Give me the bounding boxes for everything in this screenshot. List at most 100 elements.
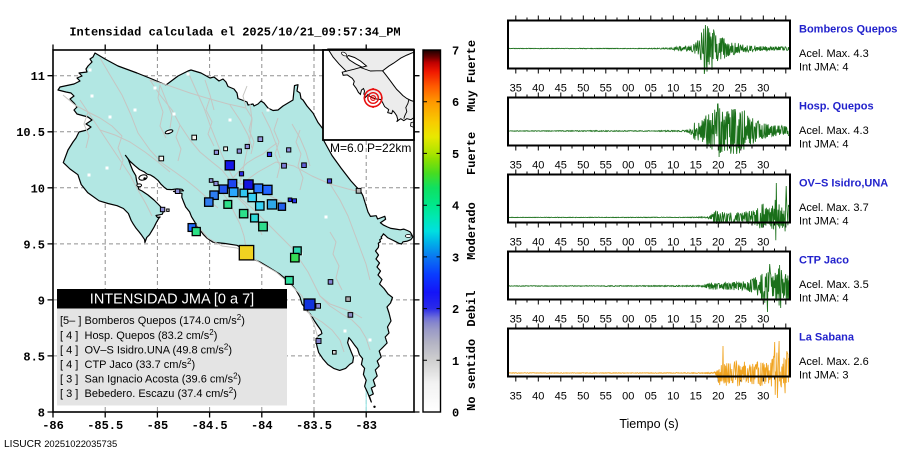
svg-text:9.5: 9.5 (23, 238, 45, 252)
svg-text:35: 35 (510, 391, 522, 403)
svg-text:9: 9 (38, 294, 45, 308)
svg-text:-83: -83 (355, 419, 377, 433)
svg-text:[ 3 ]: [ 3 ] (60, 373, 78, 385)
svg-text:Bebedero. Escazu (37.4 cm/s2): Bebedero. Escazu (37.4 cm/s2) (85, 386, 237, 400)
svg-text:05: 05 (645, 83, 657, 95)
svg-text:-84: -84 (251, 419, 273, 433)
svg-text:20: 20 (712, 83, 724, 95)
svg-text:00: 00 (622, 83, 634, 95)
svg-text:8.5: 8.5 (23, 350, 45, 364)
svg-text:Moderado: Moderado (465, 202, 479, 260)
svg-text:Acel. Max. 2.6: Acel. Max. 2.6 (799, 356, 869, 368)
svg-text:00: 00 (622, 391, 634, 403)
svg-text:40: 40 (532, 391, 544, 403)
svg-text:[ 4 ]: [ 4 ] (60, 330, 78, 342)
svg-text:10: 10 (667, 83, 679, 95)
svg-text:San Ignacio Acosta (39.6 cm/s2: San Ignacio Acosta (39.6 cm/s2) (85, 371, 242, 385)
svg-text:10: 10 (667, 160, 679, 172)
svg-text:10: 10 (667, 237, 679, 249)
svg-text:Bomberos Quepos: Bomberos Quepos (799, 24, 897, 36)
svg-text:OV–S Isidro.UNA (49.8 cm/s2): OV–S Isidro.UNA (49.8 cm/s2) (85, 342, 233, 356)
svg-text:3: 3 (452, 251, 459, 265)
svg-text:30: 30 (757, 83, 769, 95)
svg-text:40: 40 (532, 160, 544, 172)
svg-text:Bomberos Quepos (174.0 cm/s2): Bomberos Quepos (174.0 cm/s2) (85, 313, 245, 327)
svg-text:05: 05 (645, 160, 657, 172)
svg-text:30: 30 (757, 314, 769, 326)
svg-text:20: 20 (712, 160, 724, 172)
svg-text:35: 35 (510, 237, 522, 249)
svg-text:50: 50 (577, 83, 589, 95)
svg-text:05: 05 (645, 314, 657, 326)
svg-text:Tiempo (s): Tiempo (s) (619, 417, 678, 431)
svg-text:45: 45 (555, 83, 567, 95)
svg-text:Hosp. Quepos: Hosp. Quepos (799, 101, 874, 113)
svg-text:LISUCR 20251022035735: LISUCR 20251022035735 (4, 438, 117, 450)
svg-text:6: 6 (452, 96, 459, 110)
svg-text:8: 8 (38, 407, 45, 421)
svg-text:20: 20 (712, 237, 724, 249)
svg-text:20: 20 (712, 391, 724, 403)
svg-text:INTENSIDAD JMA [0 a 7]: INTENSIDAD JMA [0 a 7] (90, 292, 254, 308)
svg-text:Intensidad calculada el 2025/1: Intensidad calculada el 2025/10/21_09:57… (69, 26, 400, 40)
svg-text:30: 30 (757, 160, 769, 172)
svg-text:30: 30 (757, 237, 769, 249)
svg-text:50: 50 (577, 391, 589, 403)
svg-text:-86: -86 (42, 419, 64, 433)
svg-text:40: 40 (532, 237, 544, 249)
svg-text:05: 05 (645, 391, 657, 403)
svg-text:Int JMA: 4: Int JMA: 4 (799, 139, 849, 151)
svg-text:20: 20 (712, 314, 724, 326)
svg-text:Int JMA: 4: Int JMA: 4 (799, 62, 849, 74)
svg-text:55: 55 (600, 391, 612, 403)
svg-text:50: 50 (577, 237, 589, 249)
svg-text:55: 55 (600, 83, 612, 95)
svg-text:[ 4 ]: [ 4 ] (60, 359, 78, 371)
svg-text:00: 00 (622, 314, 634, 326)
svg-text:45: 45 (555, 314, 567, 326)
svg-text:Acel. Max. 4.3: Acel. Max. 4.3 (799, 125, 869, 137)
svg-text:10.5: 10.5 (16, 126, 45, 140)
svg-text:15: 15 (690, 237, 702, 249)
svg-text:Int JMA: 3: Int JMA: 3 (799, 370, 849, 382)
svg-text:55: 55 (600, 160, 612, 172)
svg-text:[ 3 ]: [ 3 ] (60, 388, 78, 400)
svg-text:45: 45 (555, 237, 567, 249)
svg-text:10: 10 (31, 182, 45, 196)
svg-text:40: 40 (532, 83, 544, 95)
svg-text:Debil: Debil (465, 291, 479, 327)
svg-text:35: 35 (510, 83, 522, 95)
svg-text:CTP Jaco (33.7 cm/s2): CTP Jaco (33.7 cm/s2) (85, 357, 196, 371)
svg-text:-85.5: -85.5 (87, 419, 123, 433)
svg-text:10: 10 (667, 314, 679, 326)
svg-text:Muy Fuerte: Muy Fuerte (465, 40, 479, 112)
svg-text:CTP Jaco: CTP Jaco (799, 255, 849, 267)
svg-text:50: 50 (577, 160, 589, 172)
svg-text:Acel. Max. 3.7: Acel. Max. 3.7 (799, 202, 869, 214)
svg-text:-85: -85 (147, 419, 169, 433)
svg-text:Int JMA: 4: Int JMA: 4 (799, 293, 849, 305)
svg-text:35: 35 (510, 314, 522, 326)
svg-text:15: 15 (690, 314, 702, 326)
svg-text:25: 25 (735, 314, 747, 326)
svg-text:11: 11 (31, 70, 45, 84)
svg-text:1: 1 (452, 355, 459, 369)
svg-text:25: 25 (735, 391, 747, 403)
svg-text:5: 5 (452, 148, 459, 162)
svg-text:55: 55 (600, 237, 612, 249)
svg-text:10: 10 (667, 391, 679, 403)
svg-text:4: 4 (452, 200, 459, 214)
svg-text:50: 50 (577, 314, 589, 326)
svg-text:M=6.0 P=22km: M=6.0 P=22km (330, 141, 411, 155)
svg-text:45: 45 (555, 160, 567, 172)
svg-text:Int JMA: 4: Int JMA: 4 (799, 216, 849, 228)
svg-text:35: 35 (510, 160, 522, 172)
svg-text:[5– ]: [5– ] (60, 315, 81, 327)
svg-text:-83.5: -83.5 (296, 419, 332, 433)
svg-text:Hosp. Quepos (83.2 cm/s2): Hosp. Quepos (83.2 cm/s2) (85, 328, 218, 342)
svg-text:00: 00 (622, 160, 634, 172)
svg-text:No sentido: No sentido (465, 339, 479, 411)
svg-text:7: 7 (452, 45, 459, 59)
svg-text:15: 15 (690, 83, 702, 95)
svg-text:25: 25 (735, 160, 747, 172)
